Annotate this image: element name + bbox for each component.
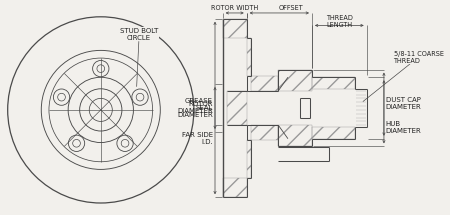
Text: FAR SIDE
I.D.: FAR SIDE I.D. <box>182 132 213 145</box>
Text: STUD BOLT
CIRCLE: STUD BOLT CIRCLE <box>120 28 158 86</box>
Text: HUB
DIAMETER: HUB DIAMETER <box>386 121 422 134</box>
Text: ROTOR WIDTH: ROTOR WIDTH <box>211 5 258 11</box>
Text: THREAD
LENGTH: THREAD LENGTH <box>326 15 353 28</box>
Text: DUST CAP
DIAMETER: DUST CAP DIAMETER <box>386 97 422 110</box>
Text: OFFSET: OFFSET <box>279 5 303 11</box>
Text: GREASE
SEAL
DIAMETER: GREASE SEAL DIAMETER <box>177 98 213 118</box>
Text: ROTOR
DIAMETER: ROTOR DIAMETER <box>177 101 213 114</box>
Text: 5/8-11 COARSE
THREAD: 5/8-11 COARSE THREAD <box>363 51 444 101</box>
